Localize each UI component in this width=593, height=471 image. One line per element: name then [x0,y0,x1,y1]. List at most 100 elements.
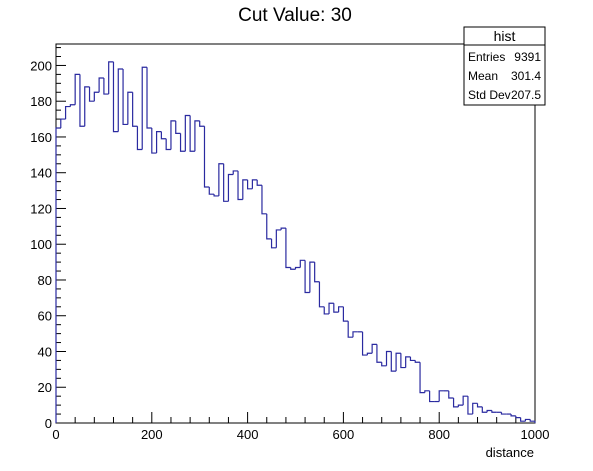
histogram-bin [93,91,100,102]
stats-box: hist Entries 9391 Mean 301.4 Std Dev 207… [463,26,546,106]
histogram-bin [486,409,492,413]
histogram-bin [79,74,85,127]
histogram-bin [385,350,392,366]
histogram-bin [452,397,459,408]
plot-frame [55,43,536,424]
histogram-bin [151,128,157,154]
histogram-bin [170,120,176,150]
histogram-bin [347,321,353,338]
histogram-bin [472,402,478,415]
histogram-bin [515,415,521,419]
histogram-bin [429,390,435,403]
histogram-bin [84,86,90,127]
histogram-bin [529,419,535,422]
histogram-bin [366,352,373,356]
stats-mean-label: Mean [468,69,498,83]
y-tick-label: 60 [38,309,52,324]
histogram-bin [323,306,330,315]
histogram-bin [208,187,215,195]
stats-box-frame [463,26,546,106]
y-tick-label: 20 [38,380,52,395]
stats-entries-label: Entries [468,50,505,64]
x-tick-label: 0 [52,427,59,442]
stats-stddev-value: 207.5 [511,88,541,102]
histogram-bin [69,104,76,107]
histogram-bin [304,260,310,294]
y-tick-label: 140 [30,166,52,181]
x-tick-label: 800 [428,427,450,442]
histogram-bin [141,66,148,150]
histogram-bin [457,404,464,407]
histogram-bin [294,266,301,270]
histogram-bin [285,228,291,269]
histogram-bin [520,417,526,422]
chart-title: Cut Value: 30 [238,5,352,26]
y-tick-label: 120 [30,201,52,216]
histogram-bin [309,261,315,293]
histogram-bin [371,343,377,354]
histogram-bin [342,306,349,322]
histogram-bin [328,302,334,314]
histogram-bin [462,395,468,406]
histogram-bin [361,331,368,356]
histogram-bin [237,170,243,201]
x-tick-label: 1000 [521,427,550,442]
histogram-bin [400,353,406,369]
histogram-bin [55,127,61,423]
histogram-bin [409,356,416,362]
histogram-bins [55,61,536,423]
histogram-bin [275,229,282,248]
histogram-bin [405,356,411,368]
histogram-bin [74,73,80,105]
y-axis: 0 20 40 60 80 100 120 140 160 180 200 [30,47,66,431]
histogram-bin [270,238,277,249]
histogram-bin [122,69,128,126]
stats-mean-value: 301.4 [511,69,541,83]
histogram-bin [194,120,200,152]
histogram-bin [395,352,401,372]
histogram-bin [261,185,267,215]
histogram-bin [242,179,248,200]
y-tick-label: 40 [38,344,52,359]
histogram-bin [424,390,430,393]
histogram-bin [338,306,344,313]
histogram-bin [88,86,95,102]
stats-box-title: hist [494,28,516,44]
histogram-bin [251,179,258,189]
histogram-bin [266,213,272,240]
stats-stddev-label: Std Dev [468,88,511,102]
histogram-bin [146,67,152,129]
histogram-bin [467,396,473,415]
histogram-bin [155,130,162,154]
y-tick-label: 80 [38,273,52,288]
y-tick-label: 0 [45,416,52,431]
histogram-bin [438,390,444,402]
histogram-bin [376,344,382,363]
histogram-bin [256,179,262,186]
histogram-bin [160,131,167,140]
histogram-bin [165,138,171,151]
histogram-bin [227,173,234,202]
histogram-bin [280,227,286,230]
histogram-bin [414,360,421,363]
histogram-bin [491,410,497,413]
histogram-bin [333,303,339,313]
histogram-bin [247,179,253,190]
y-tick-label: 160 [30,130,52,145]
histogram-bin [314,262,320,283]
histogram-bin [299,259,306,268]
x-tick-label: 400 [237,427,259,442]
histogram-bin [132,92,138,127]
histogram-bin [419,362,425,394]
histogram-bin [203,126,210,188]
histogram-bin [184,114,191,152]
stats-entries-value: 9391 [514,50,541,64]
histogram-bin [60,118,66,129]
histogram-bin [64,105,71,120]
histogram-bin [500,412,507,415]
histogram-bin [175,120,181,134]
y-tick-label: 200 [30,58,52,73]
histogram-bin [232,170,239,175]
histogram-bin [199,120,205,127]
